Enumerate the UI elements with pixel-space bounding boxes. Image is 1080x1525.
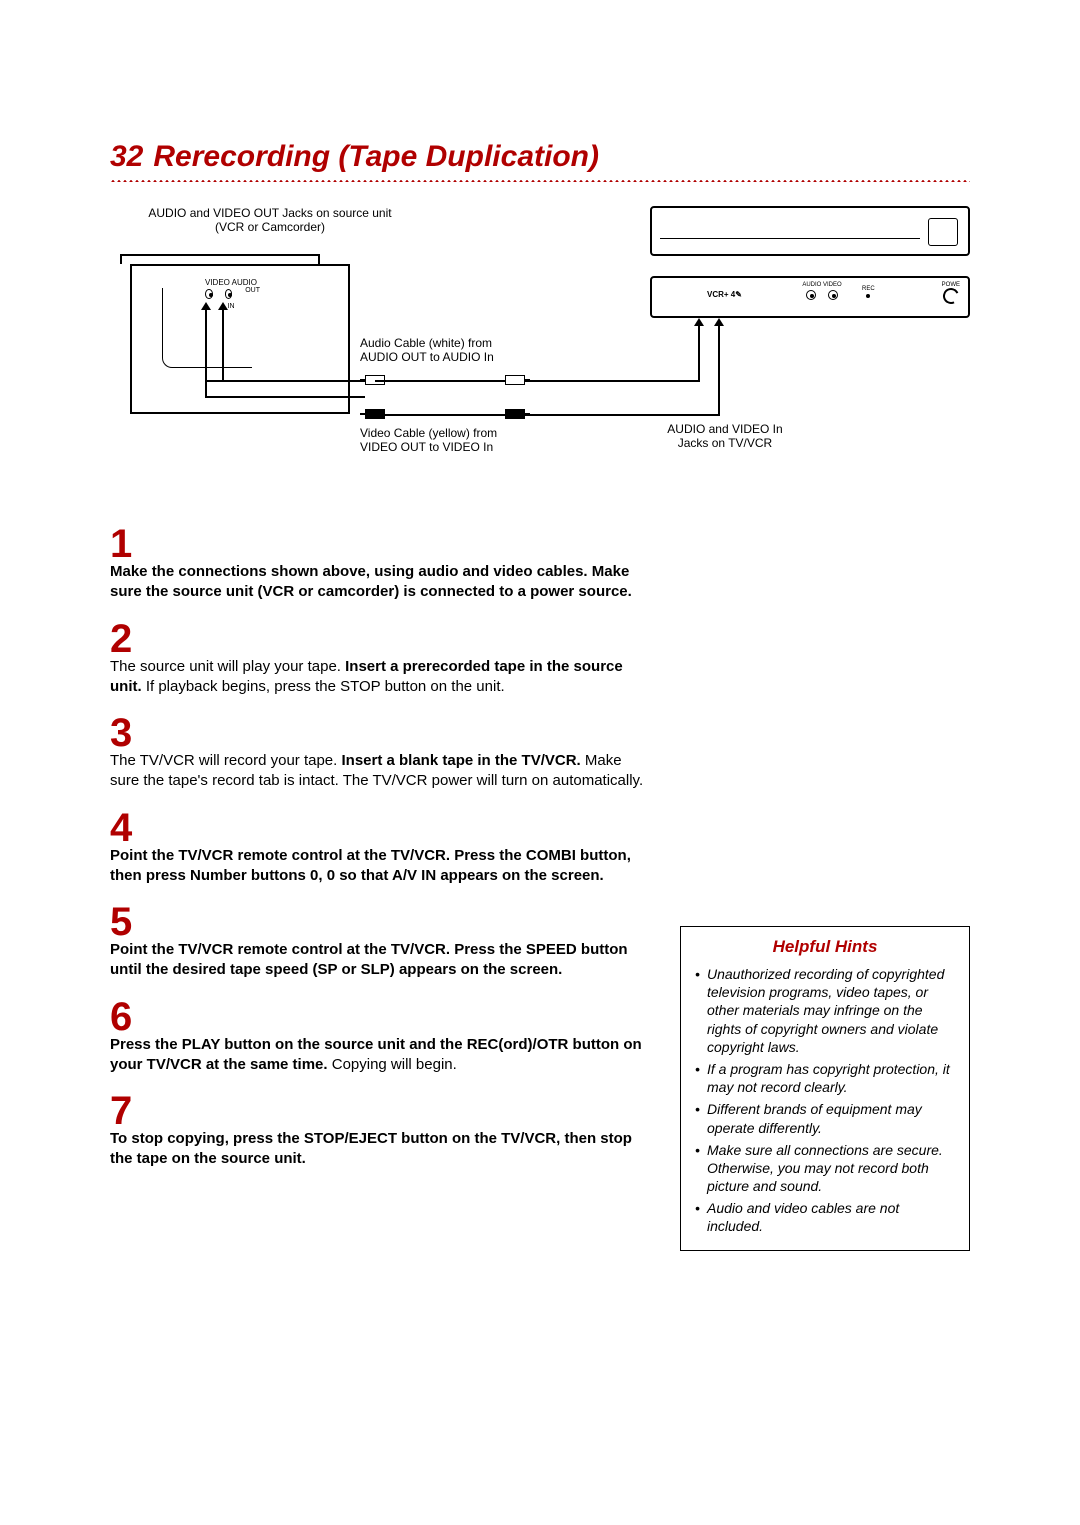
video-cable-caption-l2: VIDEO OUT to VIDEO In [360,440,493,454]
source-inner-outline [162,288,252,368]
helpful-hints-box: Helpful Hints Unauthorized recording of … [680,926,970,1251]
connector-line [698,324,700,382]
source-caption-line2: (VCR or Camcorder) [215,220,325,234]
connector-line [207,396,365,398]
hints-list: Unauthorized recording of copyrighted te… [693,965,957,1236]
audio-cable [375,380,515,382]
rec-dot-icon [866,294,870,298]
step-5: 5Point the TV/VCR remote control at the … [110,904,650,981]
hint-item: Make sure all connections are secure. Ot… [693,1141,957,1196]
step-number: 5 [110,904,650,940]
audio-cable-caption-l1: Audio Cable (white) from [360,336,492,350]
heading-divider [110,180,970,182]
hint-item: Unauthorized recording of copyrighted te… [693,965,957,1056]
audio-cable-caption-l2: AUDIO OUT to AUDIO In [360,350,494,364]
source-unit-caption: AUDIO and VIDEO OUT Jacks on source unit… [140,206,400,234]
step-body: The source unit will play your tape. Ins… [110,657,650,698]
video-in-jack-icon [828,290,838,300]
source-outline-side-l [120,254,122,264]
hint-item: Different brands of equipment may operat… [693,1100,957,1136]
source-jacks-header: VIDEO AUDIO [202,278,260,287]
arrow-head-icon [201,302,211,310]
step-text-segment: The source unit will play your tape. [110,658,345,675]
step-text-segment: Point the TV/VCR remote control at the T… [110,847,631,884]
tvvcr-jacks-caption: AUDIO and VIDEO In Jacks on TV/VCR [640,422,810,450]
step-number: 6 [110,999,650,1035]
step-number: 1 [110,526,650,562]
step-text-segment: If playback begins, press the STOP butto… [142,678,505,695]
source-outline-top [120,254,320,256]
step-text-segment: Insert a blank tape in the TV/VCR. [341,752,580,769]
step-text-segment: To stop copying, press the STOP/EJECT bu… [110,1130,632,1167]
step-body: Point the TV/VCR remote control at the T… [110,846,650,887]
rca-plug-white-icon [505,375,525,385]
step-7: 7To stop copying, press the STOP/EJECT b… [110,1093,650,1170]
connector-line [207,380,365,382]
connection-diagram: AUDIO and VIDEO OUT Jacks on source unit… [110,206,970,506]
hint-item: Audio and video cables are not included. [693,1199,957,1235]
content-row: 1Make the connections shown above, using… [110,526,970,1251]
hint-item: If a program has copyright protection, i… [693,1060,957,1096]
step-3: 3The TV/VCR will record your tape. Inser… [110,715,650,792]
rec-indicator: REC [862,286,875,300]
step-body: To stop copying, press the STOP/EJECT bu… [110,1129,650,1170]
front-panel-line [660,238,920,239]
step-2: 2The source unit will play your tape. In… [110,621,650,698]
rear-av-jacks: AUDIO VIDEO [792,282,852,302]
arrow-head-icon [694,318,704,326]
video-cable-caption-l1: Video Cable (yellow) from [360,426,497,440]
vcr-caption-l2: Jacks on TV/VCR [678,436,772,450]
cassette-slot-icon [928,218,958,246]
vcr-caption-l1: AUDIO and VIDEO In [667,422,782,436]
step-number: 4 [110,810,650,846]
step-text-segment: Copying will begin. [328,1056,457,1073]
steps-column: 1Make the connections shown above, using… [110,526,650,1251]
arrow-line [222,304,224,382]
connector-line [525,414,720,416]
rca-plug-yellow-icon [505,409,525,419]
hints-title: Helpful Hints [693,937,957,957]
connector-line [525,380,700,382]
arrow-line [205,304,207,398]
audio-cable-caption: Audio Cable (white) from AUDIO OUT to AU… [360,336,540,364]
step-4: 4Point the TV/VCR remote control at the … [110,810,650,887]
step-number: 7 [110,1093,650,1129]
step-body: The TV/VCR will record your tape. Insert… [110,751,650,792]
vcr-plus-badge: VCR+ 4✎ [707,290,742,299]
page-title: Rerecording (Tape Duplication) [153,140,599,174]
step-body: Make the connections shown above, using … [110,562,650,603]
step-1: 1Make the connections shown above, using… [110,526,650,603]
step-body: Press the PLAY button on the source unit… [110,1035,650,1076]
connector-line [718,324,720,416]
source-outline-side-r [318,254,320,264]
step-number: 2 [110,621,650,657]
step-number: 3 [110,715,650,751]
step-text-segment: The TV/VCR will record your tape. [110,752,341,769]
video-cable-caption: Video Cable (yellow) from VIDEO OUT to V… [360,426,540,454]
tvvcr-front-view [650,206,970,256]
audio-in-jack-icon [806,290,816,300]
tvvcr-rear-view: VCR+ 4✎ AUDIO VIDEO REC POWE [650,276,970,318]
source-caption-line1: AUDIO and VIDEO OUT Jacks on source unit [148,206,391,220]
power-indicator: POWE [942,282,960,304]
step-6: 6Press the PLAY button on the source uni… [110,999,650,1076]
source-unit-box: VIDEO AUDIO OUT IN [130,264,350,414]
page-number: 32 [110,140,143,174]
arrow-head-icon [218,302,228,310]
step-text-segment: Point the TV/VCR remote control at the T… [110,941,628,978]
video-cable [375,414,515,416]
step-body: Point the TV/VCR remote control at the T… [110,940,650,981]
page-heading: 32 Rerecording (Tape Duplication) [110,140,970,174]
rec-label: REC [862,286,875,292]
arrow-head-icon [714,318,724,326]
step-text-segment: Make the connections shown above, using … [110,563,632,600]
power-arc-icon [941,286,962,307]
